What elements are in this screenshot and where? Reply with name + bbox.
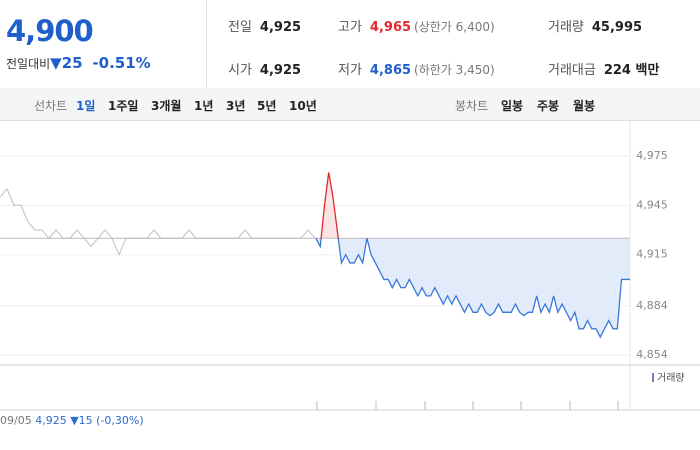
y-tick-label: 4,975 <box>636 149 668 162</box>
change-rate: -0.51% <box>92 54 151 72</box>
stat-label: 저가 <box>338 63 362 78</box>
period-tab[interactable]: 5년 <box>257 99 277 113</box>
footer-change: ▼15 <box>70 414 93 427</box>
footer-rate: (-0,30%) <box>96 414 144 427</box>
period-tab[interactable]: 1일 <box>76 99 96 113</box>
period-tab[interactable]: 1년 <box>194 99 214 113</box>
change-amount: ▼25 <box>50 54 83 72</box>
quote: 4,900 전일대비▼25 -0.51% <box>0 0 207 88</box>
stat: 저가 4,865 (하한가 3,450) <box>338 59 495 78</box>
stat: 전일 4,925 <box>228 16 301 35</box>
period-tabs: 선차트 1일 1주일 3개월 1년 3년 5년 10년 봉차트 일봉 주봉 월봉 <box>0 88 700 121</box>
y-tick-label: 4,884 <box>636 299 668 312</box>
tab-label: 선차트 <box>34 99 68 113</box>
period-tab[interactable]: 일봉 <box>501 99 524 113</box>
stat-label: 전일 <box>228 20 252 35</box>
stat-value: 4,865 <box>369 63 412 78</box>
period-tab[interactable]: 월봉 <box>573 99 596 113</box>
stat-label: 거래대금 <box>548 63 596 78</box>
stat-note: (상한가 6,400) <box>414 20 495 34</box>
chart: 4,9754,9454,9154,8844,854거래량09/0610:0011… <box>0 121 700 411</box>
stat-note: (하한가 3,450) <box>414 63 495 77</box>
footer: 09/05 4,925 ▼15 (-0,30%) <box>0 414 144 427</box>
y-tick-label: 4,854 <box>636 348 668 361</box>
period-tab[interactable]: 10년 <box>289 99 317 113</box>
y-tick-label: 4,915 <box>636 248 668 261</box>
stat-value: 4,925 <box>259 63 302 78</box>
price: 4,900 <box>6 14 94 48</box>
header: 4,900 전일대비▼25 -0.51% 전일 4,925 고가 4,965 (상한가 … <box>0 0 700 89</box>
period-tab[interactable]: 1주일 <box>108 99 139 113</box>
period-tab[interactable]: 3년 <box>226 99 246 113</box>
previous-day-line <box>0 187 316 257</box>
stat: 거래량 45,995 <box>548 16 642 35</box>
today-area <box>316 172 630 338</box>
stat-label: 거래량 <box>548 20 584 35</box>
stat: 시가 4,925 <box>228 59 301 78</box>
stat-label: 시가 <box>228 63 252 78</box>
legend-swatch <box>652 373 654 382</box>
volume-legend: 거래량 <box>657 372 685 384</box>
change: 전일대비▼25 -0.51% <box>6 54 151 72</box>
today-line <box>315 172 630 339</box>
stat: 거래대금 224 백만 <box>548 59 659 78</box>
stat-value: 45,995 <box>591 20 643 35</box>
stat-value: 224 백만 <box>603 63 660 78</box>
change-label: 전일대비 <box>6 57 51 71</box>
stat-value: 4,965 <box>369 20 412 35</box>
tab-label: 봉차트 <box>455 99 489 113</box>
period-tab[interactable]: 주봉 <box>537 99 560 113</box>
footer-price: 4,925 <box>35 414 67 427</box>
footer-date: 09/05 <box>0 414 32 427</box>
stat-label: 고가 <box>338 20 362 35</box>
stat: 고가 4,965 (상한가 6,400) <box>338 16 495 35</box>
y-tick-label: 4,945 <box>636 198 668 211</box>
stat-value: 4,925 <box>259 20 302 35</box>
period-tab[interactable]: 3개월 <box>151 99 182 113</box>
